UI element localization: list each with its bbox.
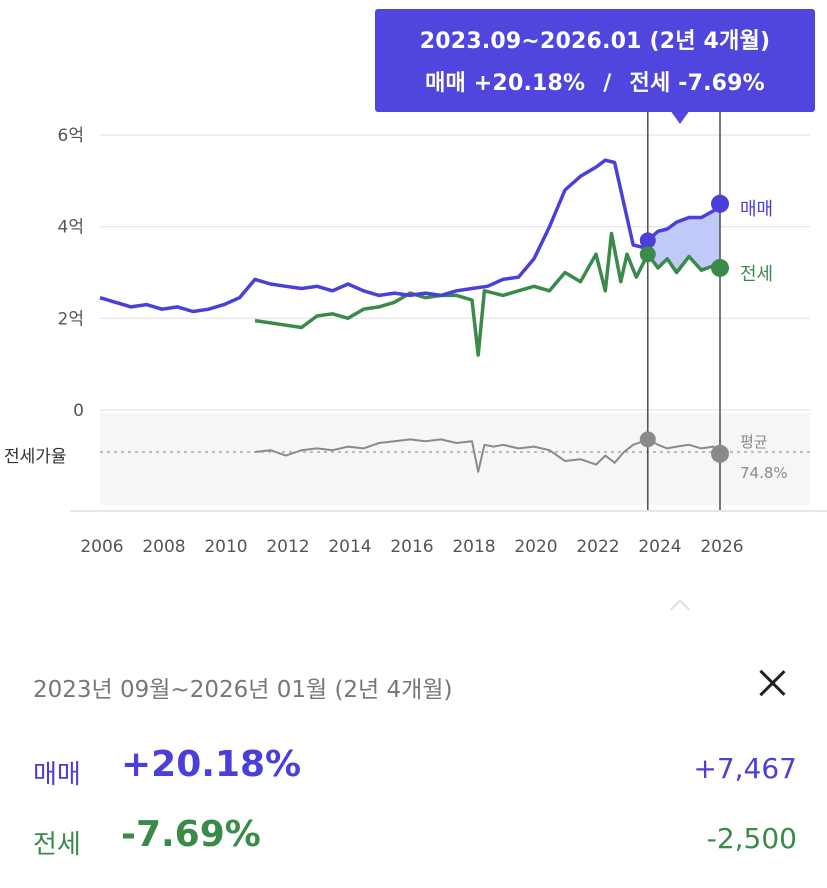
ratio-axis-label: 전세가율: [4, 447, 67, 467]
jeonse-end-dot: [711, 258, 729, 277]
x-tick-label: 2008: [142, 537, 185, 557]
x-tick-label: 2020: [514, 537, 557, 557]
legend-sale: 매매: [740, 199, 773, 220]
y-tick-label: 0: [73, 401, 84, 421]
y-tick-label: 2억: [58, 309, 84, 329]
jeonse-series-line: [254, 231, 721, 357]
x-tick-label: 2012: [266, 537, 309, 557]
sale-pct: +20.18%: [121, 744, 302, 785]
y-tick-label: 4억: [58, 218, 84, 238]
sale-amount: +7,467: [693, 752, 797, 785]
x-tick-label: 2006: [80, 537, 123, 557]
chevron-up-icon[interactable]: [670, 599, 690, 619]
x-tick-label: 2016: [390, 537, 433, 557]
tooltip-values: 매매 +20.18% / 전세 -7.69%: [375, 65, 815, 97]
summary-row-jeonse: 전세 -7.69% -2,500: [33, 814, 797, 864]
jeonse-label: 전세: [33, 830, 81, 860]
ratio-end-dot: [711, 444, 729, 463]
legend-ratio-avg-value: 74.8%: [740, 464, 788, 482]
range-tooltip: 2023.09~2026.01 (2년 4개월) 매매 +20.18% / 전세 -…: [375, 9, 815, 112]
close-button[interactable]: [752, 663, 792, 703]
jeonse-start-dot: [639, 246, 656, 263]
legend-ratio-avg-label: 평균: [740, 433, 768, 451]
tooltip-separator: /: [603, 71, 612, 96]
ratio-panel-background: [100, 413, 810, 505]
x-tick-label: 2022: [576, 537, 619, 557]
summary-row-sale: 매매 +20.18% +7,467: [33, 744, 797, 794]
price-chart[interactable]: 6억 4억 2억 0 2006 2008 2010 2012 2014 2016 2018 2020…: [0, 0, 827, 600]
ratio-start-dot: [639, 431, 656, 448]
ratio-series-line: [254, 438, 721, 473]
jeonse-amount: -2,500: [706, 822, 797, 855]
summary-period: 2023년 09월~2026년 01월 (2년 4개월): [33, 677, 453, 703]
jeonse-pct: -7.69%: [121, 814, 261, 855]
tooltip-sale: 매매 +20.18%: [425, 71, 586, 96]
x-tick-label: 2018: [452, 537, 495, 557]
sale-start-dot: [639, 232, 656, 249]
x-tick-label: 2024: [638, 537, 681, 557]
x-tick-label: 2014: [328, 537, 371, 557]
tooltip-pointer: [670, 110, 690, 124]
sale-label: 매매: [33, 760, 81, 790]
tooltip-period: 2023.09~2026.01 (2년 4개월): [419, 29, 771, 54]
legend-jeonse: 전세: [740, 264, 773, 285]
sale-series-line: [99, 158, 722, 314]
x-tick-label: 2026: [700, 537, 743, 557]
x-tick-label: 2010: [204, 537, 247, 557]
sale-end-dot: [711, 194, 729, 213]
y-tick-label: 6억: [58, 126, 84, 146]
highlight-range-area: [647, 203, 720, 271]
tooltip-jeonse: 전세 -7.69%: [629, 71, 765, 96]
